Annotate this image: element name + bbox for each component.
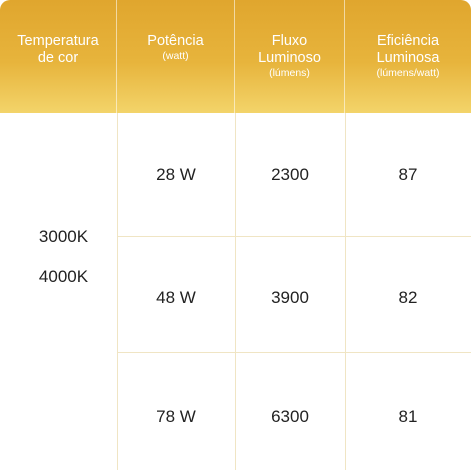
temperature-value: 4000K bbox=[38, 267, 89, 286]
temperature-cell: 3000K 4000K bbox=[0, 113, 117, 470]
header-flux-line1: Fluxo bbox=[271, 33, 308, 49]
column-divider bbox=[345, 113, 346, 470]
flux-cell: 6300 bbox=[271, 407, 309, 426]
flux-cell: 3900 bbox=[271, 288, 309, 307]
temperature-value: 3000K bbox=[38, 227, 89, 246]
efficiency-cell: 87 bbox=[398, 165, 418, 184]
header-flux: Fluxo Luminoso (lúmens) bbox=[235, 0, 345, 113]
header-power: Potência (watt) bbox=[117, 0, 235, 113]
header-temperature: Temperatura de cor bbox=[0, 0, 117, 113]
table-header: Temperatura de cor Potência (watt) Fluxo… bbox=[0, 0, 471, 113]
efficiency-cell: 82 bbox=[398, 288, 418, 307]
row-divider bbox=[117, 352, 471, 353]
flux-cell: 2300 bbox=[271, 165, 309, 184]
header-power-title: Potência bbox=[147, 33, 204, 49]
table-body: 3000K 4000K 28 W 2300 87 48 W 3900 82 78… bbox=[0, 113, 471, 470]
power-cell: 48 W bbox=[156, 288, 196, 307]
header-flux-unit: (lúmens) bbox=[269, 67, 310, 79]
header-efficiency: Eficiência Luminosa (lúmens/watt) bbox=[345, 0, 471, 113]
header-efficiency-unit: (lúmens/watt) bbox=[376, 67, 440, 79]
header-temperature-line1: Temperatura bbox=[17, 33, 99, 49]
header-flux-line2: Luminoso bbox=[258, 50, 321, 66]
header-temperature-line2: de cor bbox=[37, 50, 79, 66]
column-divider bbox=[235, 113, 236, 470]
power-cell: 78 W bbox=[156, 407, 196, 426]
header-efficiency-line1: Eficiência bbox=[376, 33, 440, 49]
column-divider bbox=[117, 113, 118, 470]
row-divider bbox=[117, 236, 471, 237]
efficiency-cell: 81 bbox=[398, 407, 418, 426]
header-power-unit: (watt) bbox=[162, 50, 189, 62]
header-efficiency-line2: Luminosa bbox=[376, 50, 440, 66]
power-cell: 28 W bbox=[156, 165, 196, 184]
